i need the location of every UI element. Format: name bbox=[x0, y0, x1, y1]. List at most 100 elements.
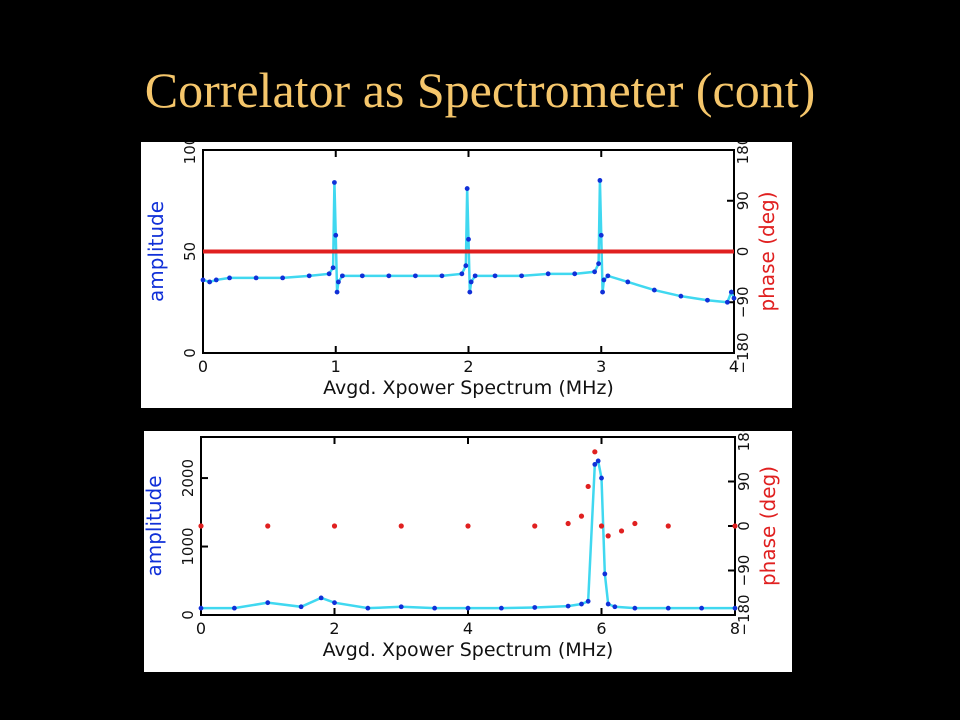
amplitude-point bbox=[332, 600, 337, 606]
amplitude-point bbox=[298, 604, 304, 610]
amplitude-point bbox=[632, 605, 638, 611]
amplitude-point bbox=[592, 461, 598, 467]
amplitude-point bbox=[253, 275, 259, 281]
amplitude-point bbox=[213, 277, 219, 283]
amplitude-point bbox=[265, 600, 271, 606]
y-tick-label: 0 bbox=[181, 348, 199, 358]
phase-point bbox=[265, 523, 271, 529]
amplitude-point bbox=[465, 605, 471, 611]
amplitude-point bbox=[705, 297, 710, 303]
x-tick-label: 4 bbox=[729, 357, 739, 376]
amplitude-point bbox=[545, 271, 551, 277]
slide-title: Correlator as Spectrometer (cont) bbox=[144, 62, 816, 118]
phase-point bbox=[532, 523, 538, 529]
y2-tick-label: 0 bbox=[734, 247, 752, 257]
y-tick-label: 0 bbox=[179, 610, 197, 620]
amplitude-point bbox=[605, 601, 611, 607]
amplitude-point bbox=[699, 605, 705, 611]
amplitude-point bbox=[332, 180, 337, 185]
phase-point bbox=[605, 533, 611, 539]
y2-tick-label: 0 bbox=[735, 521, 753, 531]
phase-point bbox=[578, 513, 585, 519]
amplitude-point bbox=[585, 598, 591, 604]
amplitude-point bbox=[365, 605, 371, 611]
amplitude-point bbox=[398, 604, 404, 610]
amplitude-point bbox=[492, 273, 498, 279]
amplitude-point bbox=[498, 605, 504, 611]
amplitude-point bbox=[732, 605, 738, 611]
amplitude-point bbox=[336, 279, 341, 285]
y2-tick-label: −90 bbox=[735, 555, 753, 587]
x-tick-label: 2 bbox=[329, 619, 339, 638]
amplitude-point bbox=[207, 279, 213, 285]
y2-tick-label: 180 bbox=[734, 142, 752, 164]
amplitude-series-line bbox=[201, 458, 735, 610]
amplitude-point bbox=[306, 273, 312, 279]
amplitude-point bbox=[728, 289, 734, 295]
amplitude-point bbox=[200, 277, 206, 283]
x-tick-label: 8 bbox=[730, 619, 740, 638]
phase-point bbox=[398, 523, 404, 529]
amplitude-point bbox=[595, 458, 601, 464]
y2-tick-label: 90 bbox=[734, 191, 752, 210]
amplitude-point bbox=[339, 273, 345, 279]
amplitude-point bbox=[602, 571, 608, 577]
amplitude-point bbox=[731, 295, 737, 301]
phase-point bbox=[565, 520, 571, 527]
chart-panel-bottom: 0 2 4 6 8 0 1000 2000 −180 −90 0 90 180 Avgd. Xpower … bbox=[144, 431, 792, 672]
amplitude-point bbox=[601, 277, 607, 283]
amplitude-point bbox=[665, 605, 671, 611]
amplitude-point bbox=[318, 595, 324, 601]
amplitude-point bbox=[334, 289, 340, 295]
amplitude-point bbox=[330, 265, 336, 271]
x-tick-label: 0 bbox=[198, 357, 208, 376]
y-tick-label: 2000 bbox=[179, 459, 197, 497]
amplitude-point bbox=[227, 275, 232, 281]
amplitude-point bbox=[605, 273, 611, 279]
amplitude-point bbox=[467, 289, 473, 295]
y-axis-label: amplitude bbox=[144, 201, 168, 302]
amplitude-point bbox=[463, 263, 469, 269]
amplitude-point bbox=[596, 261, 601, 267]
y2-axis-label: phase (deg) bbox=[756, 466, 780, 586]
amplitude-point bbox=[413, 273, 418, 279]
phase-point bbox=[585, 483, 591, 490]
x-tick-label: 2 bbox=[463, 357, 473, 376]
amplitude-phase-chart-bottom: 0 2 4 6 8 0 1000 2000 −180 −90 0 90 180 Avgd. Xpower … bbox=[144, 431, 780, 661]
x-tick-label: 4 bbox=[463, 619, 473, 638]
amplitude-point bbox=[333, 232, 339, 238]
amplitude-point bbox=[592, 269, 598, 275]
amplitude-point bbox=[579, 601, 584, 607]
y-tick-label: 100 bbox=[181, 142, 199, 164]
x-axis-label: Avgd. Xpower Spectrum (MHz) bbox=[323, 377, 614, 399]
y2-tick-label: −90 bbox=[734, 286, 752, 318]
amplitude-point bbox=[439, 273, 445, 279]
chart-panel-top: 0 1 2 3 4 0 50 100 −180 −90 0 90 180 Avgd. Xpower Spe… bbox=[141, 142, 792, 408]
amplitude-point bbox=[572, 271, 578, 277]
y2-tick-label: −180 bbox=[734, 332, 752, 373]
y2-axis-label: phase (deg) bbox=[755, 191, 779, 311]
amplitude-point bbox=[651, 287, 657, 293]
amplitude-point bbox=[472, 273, 478, 279]
phase-point bbox=[198, 523, 204, 529]
amplitude-point bbox=[519, 273, 524, 279]
phase-point bbox=[632, 520, 638, 527]
amplitude-point bbox=[464, 186, 470, 191]
phase-point bbox=[618, 528, 625, 534]
x-tick-label: 0 bbox=[196, 619, 206, 638]
phase-point bbox=[665, 523, 671, 529]
phase-point bbox=[331, 523, 338, 529]
phase-point bbox=[732, 523, 738, 529]
amplitude-point bbox=[598, 232, 604, 238]
x-tick-label: 3 bbox=[596, 357, 606, 376]
y-tick-label: 1000 bbox=[179, 527, 197, 565]
amplitude-point bbox=[280, 275, 286, 281]
y-tick-label: 50 bbox=[181, 242, 199, 261]
amplitude-point bbox=[198, 605, 204, 611]
amplitude-point bbox=[678, 293, 684, 299]
amplitude-phase-chart-top: 0 1 2 3 4 0 50 100 −180 −90 0 90 180 Avgd. Xpower Spe… bbox=[144, 142, 779, 399]
x-tick-label: 6 bbox=[596, 619, 606, 638]
amplitude-point bbox=[468, 279, 474, 285]
amplitude-point bbox=[724, 299, 730, 305]
amplitude-point bbox=[565, 603, 571, 609]
